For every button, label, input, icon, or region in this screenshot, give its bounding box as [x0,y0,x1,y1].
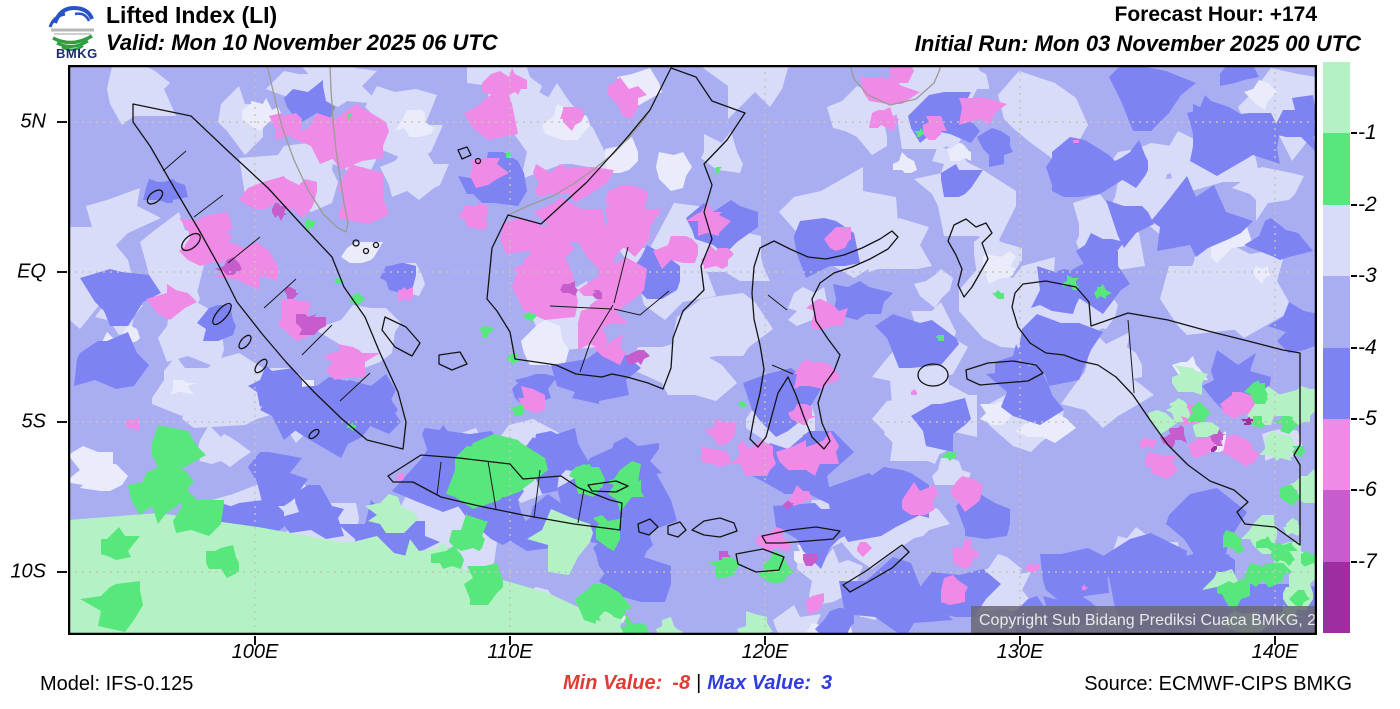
legend-tick [1351,560,1357,563]
y-axis-tick [57,421,67,423]
source-label: Source: ECMWF-CIPS BMKG [1084,673,1352,695]
x-axis-label-140e: 140E [1251,641,1299,663]
legend-segment [1323,561,1350,633]
legend-tick-label: -3 [1358,264,1377,288]
y-axis-label-eq: EQ [17,260,46,283]
logo-mark [48,5,94,51]
lombok-coast [667,521,687,538]
y-axis-label-5n: 5N [20,110,46,133]
weather-map: Copyright Sub Bidang Prediksi Cuaca BMKG… [68,65,1317,635]
model-label: Model: IFS-0.125 [40,673,194,695]
x-axis-tick [764,636,766,645]
min-value-label: Min Value: [563,672,663,694]
y-axis-label-5s: 5S [21,410,46,433]
province-borders [162,150,1135,524]
sumatra-coast [132,103,407,450]
legend-segment [1323,418,1350,491]
legend-segment [1323,133,1350,205]
kalimantan-coast [486,67,746,390]
graticule-gridlines [68,65,1317,635]
x-axis-tick [254,636,256,645]
bangka-coast [381,316,421,357]
legend-colorbar [1323,62,1350,633]
legend-segment [1323,204,1350,277]
buru-coast [917,363,949,387]
y-axis-tick [57,121,67,123]
papua-coast [1011,280,1301,546]
copyright-text: Copyright Sub Bidang Prediksi Cuaca BMKG… [979,612,1317,629]
max-value: 3 [821,672,833,694]
legend-tick [1351,346,1357,349]
legend-segment [1323,347,1350,419]
max-value-label: Max Value: [707,672,812,694]
x-axis-tick [1274,636,1276,645]
belitung-coast [438,351,468,371]
bali-coast [637,518,659,536]
y-axis-tick [57,571,67,573]
legend-tick-label: -1 [1358,121,1377,145]
y-axis-label-10s: 10S [10,560,46,583]
legend-tick [1351,275,1357,278]
legend-tick [1351,203,1357,206]
legend-tick-label: -6 [1358,478,1377,502]
initial-run-label: Initial Run: Mon 03 November 2025 00 UTC [914,31,1361,56]
page-title: Lifted Index (LI) [106,2,278,28]
flores-coast [761,526,841,544]
x-axis-label-120e: 120E [741,641,789,663]
copyright-overlay: Copyright Sub Bidang Prediksi Cuaca BMKG… [971,606,1317,633]
legend-tick-label: -5 [1358,406,1377,430]
li-contour-field [68,65,1317,635]
map-border [68,65,1317,635]
madura-coast [587,480,629,493]
x-axis-label-130e: 130E [996,641,1044,663]
sumba-coast [735,548,785,573]
x-axis-label-110e: 110E [487,641,533,663]
logo-label: BMKG [56,46,98,59]
minmax-line: Min Value: -8 | Max Value: 3 [563,672,832,695]
x-axis-tick [509,636,511,645]
java-coast [387,454,623,531]
minmax-separator: | [696,672,702,694]
sumbawa-coast [691,517,738,538]
sulawesi-coast [749,230,899,450]
indonesia-coastlines [132,67,1301,593]
min-value: -8 [672,672,691,694]
seram-coast [965,360,1044,386]
forecast-hour-label: Forecast Hour: +174 [1114,3,1318,26]
legend-segment [1323,62,1350,134]
x-axis-label-100e: 100E [231,641,279,663]
timor-coast [842,544,910,593]
legend-segment [1323,490,1350,562]
legend-tick-label: -4 [1358,335,1377,359]
legend-segment [1323,276,1350,348]
x-axis-tick [1019,636,1021,645]
legend-tick [1351,417,1357,420]
valid-time-label: Valid: Mon 10 November 2025 06 UTC [106,30,498,55]
legend-tick-label: -7 [1358,549,1377,573]
y-axis-tick [57,271,67,273]
legend-tick [1351,132,1357,135]
legend-tick-label: -2 [1358,192,1377,216]
legend-tick [1351,489,1357,492]
bmkg-logo: BMKG [48,5,98,59]
halmahera-coast [947,218,993,298]
natuna-coast [457,146,472,160]
